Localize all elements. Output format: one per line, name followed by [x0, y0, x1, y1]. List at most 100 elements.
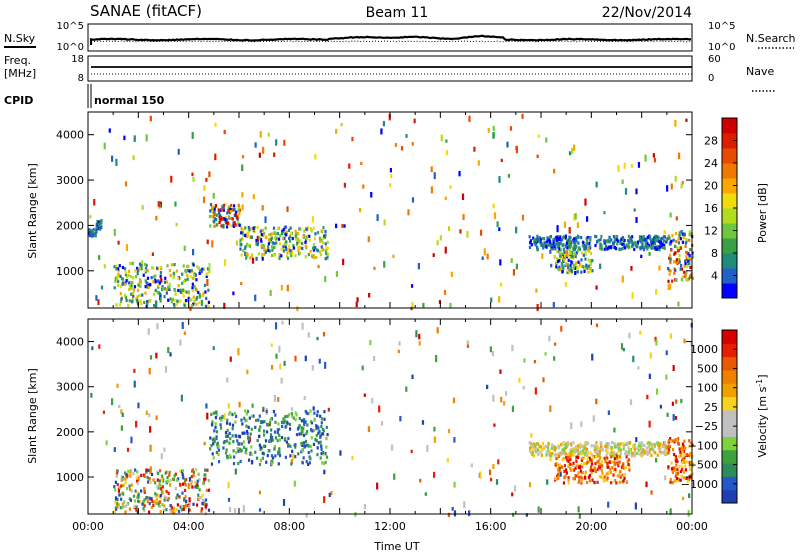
echo-cell [290, 253, 293, 258]
echo-cell [311, 246, 315, 250]
echo-cell [138, 262, 142, 266]
echo-cell [618, 460, 621, 464]
echo-cell [236, 217, 239, 221]
echo-cell [234, 213, 237, 217]
echo-cell [262, 243, 265, 248]
echo-cell [688, 261, 691, 265]
echo-cell [681, 451, 684, 455]
echo-cell [589, 238, 592, 242]
echo-cell [228, 454, 231, 458]
echo-cell [493, 423, 496, 427]
echo-cell [593, 466, 596, 470]
echo-cell [258, 414, 261, 418]
echo-cell [627, 234, 631, 239]
echo-cell [569, 454, 572, 458]
echo-cell [673, 452, 676, 457]
echo-cell [256, 241, 260, 245]
velocity-echoes [90, 320, 694, 519]
echo-cell [633, 247, 636, 251]
echo-cell [633, 208, 636, 212]
echo-cell [648, 420, 651, 428]
echo-cell [291, 407, 294, 411]
echo-cell [245, 252, 248, 256]
station-title: SANAE (fitACF) [90, 2, 202, 20]
echo-cell [563, 464, 567, 468]
echo-cell [259, 447, 262, 452]
echo-cell [169, 509, 172, 513]
echo-cell [228, 412, 231, 416]
echo-cell [215, 413, 218, 417]
echo-cell [568, 235, 571, 239]
echo-cell [591, 468, 594, 473]
echo-cell [343, 182, 346, 188]
echo-cell [572, 441, 575, 445]
echo-cell [118, 486, 121, 490]
echo-cell [545, 453, 548, 457]
echo-cell [278, 447, 281, 451]
echo-cell [545, 137, 548, 143]
echo-cell [555, 265, 558, 269]
echo-cell [313, 236, 317, 241]
echo-cell [237, 442, 240, 446]
echo-cell [240, 448, 243, 453]
echo-cell [568, 451, 571, 455]
colorbar-tick-label: 20 [704, 180, 718, 193]
echo-cell [179, 469, 182, 473]
echo-cell [279, 233, 282, 238]
echo-cell [220, 416, 223, 421]
echo-cell [264, 216, 267, 223]
echo-cell [235, 240, 239, 246]
echo-cell [589, 468, 592, 473]
echo-cell [376, 482, 379, 490]
echo-cell [120, 497, 123, 501]
echo-cell [674, 232, 678, 236]
echo-cell [300, 442, 303, 446]
echo-cell [127, 273, 130, 278]
echo-cell [351, 456, 354, 460]
echo-cell [206, 468, 209, 472]
echo-cell [133, 504, 136, 508]
echo-cell [310, 421, 313, 425]
echo-cell [463, 501, 466, 509]
echo-cell [148, 510, 151, 514]
echo-cell [665, 451, 668, 455]
echo-cell [127, 281, 131, 285]
echo-cell [646, 247, 649, 251]
echo-cell [648, 448, 652, 452]
echo-cell [201, 493, 204, 497]
echo-cell [161, 285, 164, 289]
echo-cell [452, 397, 456, 404]
echo-cell [192, 263, 195, 267]
echo-cell [133, 285, 137, 289]
echo-cell [275, 232, 278, 236]
echo-cell [262, 146, 265, 154]
echo-cell [215, 223, 218, 227]
echo-cell [438, 300, 442, 304]
echo-cell [562, 451, 565, 455]
echo-cell [661, 451, 664, 455]
echo-cell [150, 505, 153, 509]
echo-cell [323, 461, 326, 466]
echo-cell [588, 456, 591, 460]
echo-cell [174, 486, 177, 491]
echo-cell [222, 216, 225, 221]
echo-cell [134, 468, 137, 472]
echo-cell [143, 490, 146, 494]
echo-cell [291, 449, 294, 453]
echo-cell [190, 474, 194, 479]
echo-cell [679, 454, 682, 458]
echo-cell [298, 246, 301, 250]
echo-cell [266, 423, 269, 427]
echo-cell [566, 265, 570, 269]
echo-cell [312, 256, 315, 260]
echo-cell [584, 470, 587, 474]
echo-cell [688, 493, 691, 499]
echo-cell [541, 253, 544, 259]
echo-cell [556, 456, 559, 460]
colorbar-tick-label: 100 [697, 382, 718, 395]
echo-cell [280, 435, 284, 440]
echo-cell [137, 495, 140, 499]
echo-cell [240, 281, 243, 286]
echo-cell [312, 243, 316, 247]
echo-cell [650, 443, 654, 447]
